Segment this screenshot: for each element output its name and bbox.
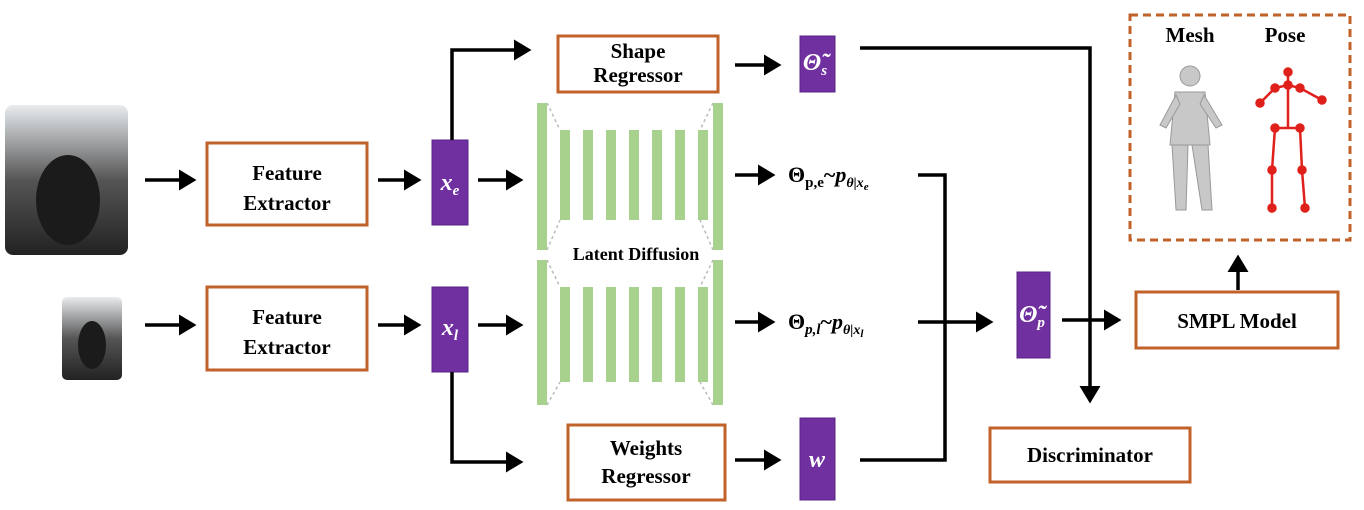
- text-part: p: [1035, 315, 1045, 331]
- mesh-figure: [1160, 66, 1222, 210]
- text-part: e: [864, 181, 869, 193]
- box-label: Weights: [610, 436, 682, 460]
- text-part: Θ: [788, 162, 805, 187]
- arrow: [452, 50, 528, 140]
- box-label: Extractor: [243, 191, 330, 215]
- box-label: Feature: [252, 305, 322, 329]
- text-part: x: [440, 170, 453, 196]
- sample-label: Θp,l~pθ|xl: [788, 309, 864, 340]
- output-label: Mesh: [1166, 23, 1215, 47]
- text-part: ~: [824, 162, 836, 187]
- text-part: θ|x: [846, 176, 863, 191]
- box-label: Discriminator: [1027, 443, 1153, 467]
- text-part: ~: [821, 309, 833, 334]
- arrow: [452, 372, 520, 462]
- latent-diffusion-label: Latent Diffusion: [573, 244, 700, 264]
- text-part: l: [860, 328, 864, 340]
- arrow: [860, 48, 1090, 400]
- input-image-large: [5, 105, 128, 255]
- text-part: x: [441, 315, 454, 341]
- text-part: Θ: [788, 309, 805, 334]
- connector: [918, 175, 945, 322]
- output-label: Pose: [1265, 23, 1306, 47]
- input-image-small: [62, 297, 122, 380]
- text-part: θ|x: [843, 323, 860, 338]
- box-label: Regressor: [593, 63, 682, 87]
- box-label: Shape: [611, 39, 666, 63]
- text-part: e: [453, 183, 460, 199]
- box-label: Extractor: [243, 335, 330, 359]
- text-part: p: [830, 309, 843, 334]
- text-part: p: [833, 162, 846, 187]
- box-label: SMPL Model: [1177, 309, 1297, 333]
- pose-figure: [1257, 69, 1326, 212]
- diagram: Feature Extractor Feature Extractor xe x…: [0, 0, 1364, 510]
- sample-label: Θp,e~pθ|xe: [788, 162, 869, 193]
- box-label: Feature: [252, 161, 322, 185]
- connector: [860, 322, 945, 460]
- output-box: [1130, 15, 1350, 240]
- variable-label: w: [809, 447, 826, 473]
- text-part: p,e: [805, 175, 824, 191]
- text-part: p,l: [803, 322, 821, 338]
- text-part: s: [820, 63, 827, 79]
- box-label: Regressor: [601, 464, 690, 488]
